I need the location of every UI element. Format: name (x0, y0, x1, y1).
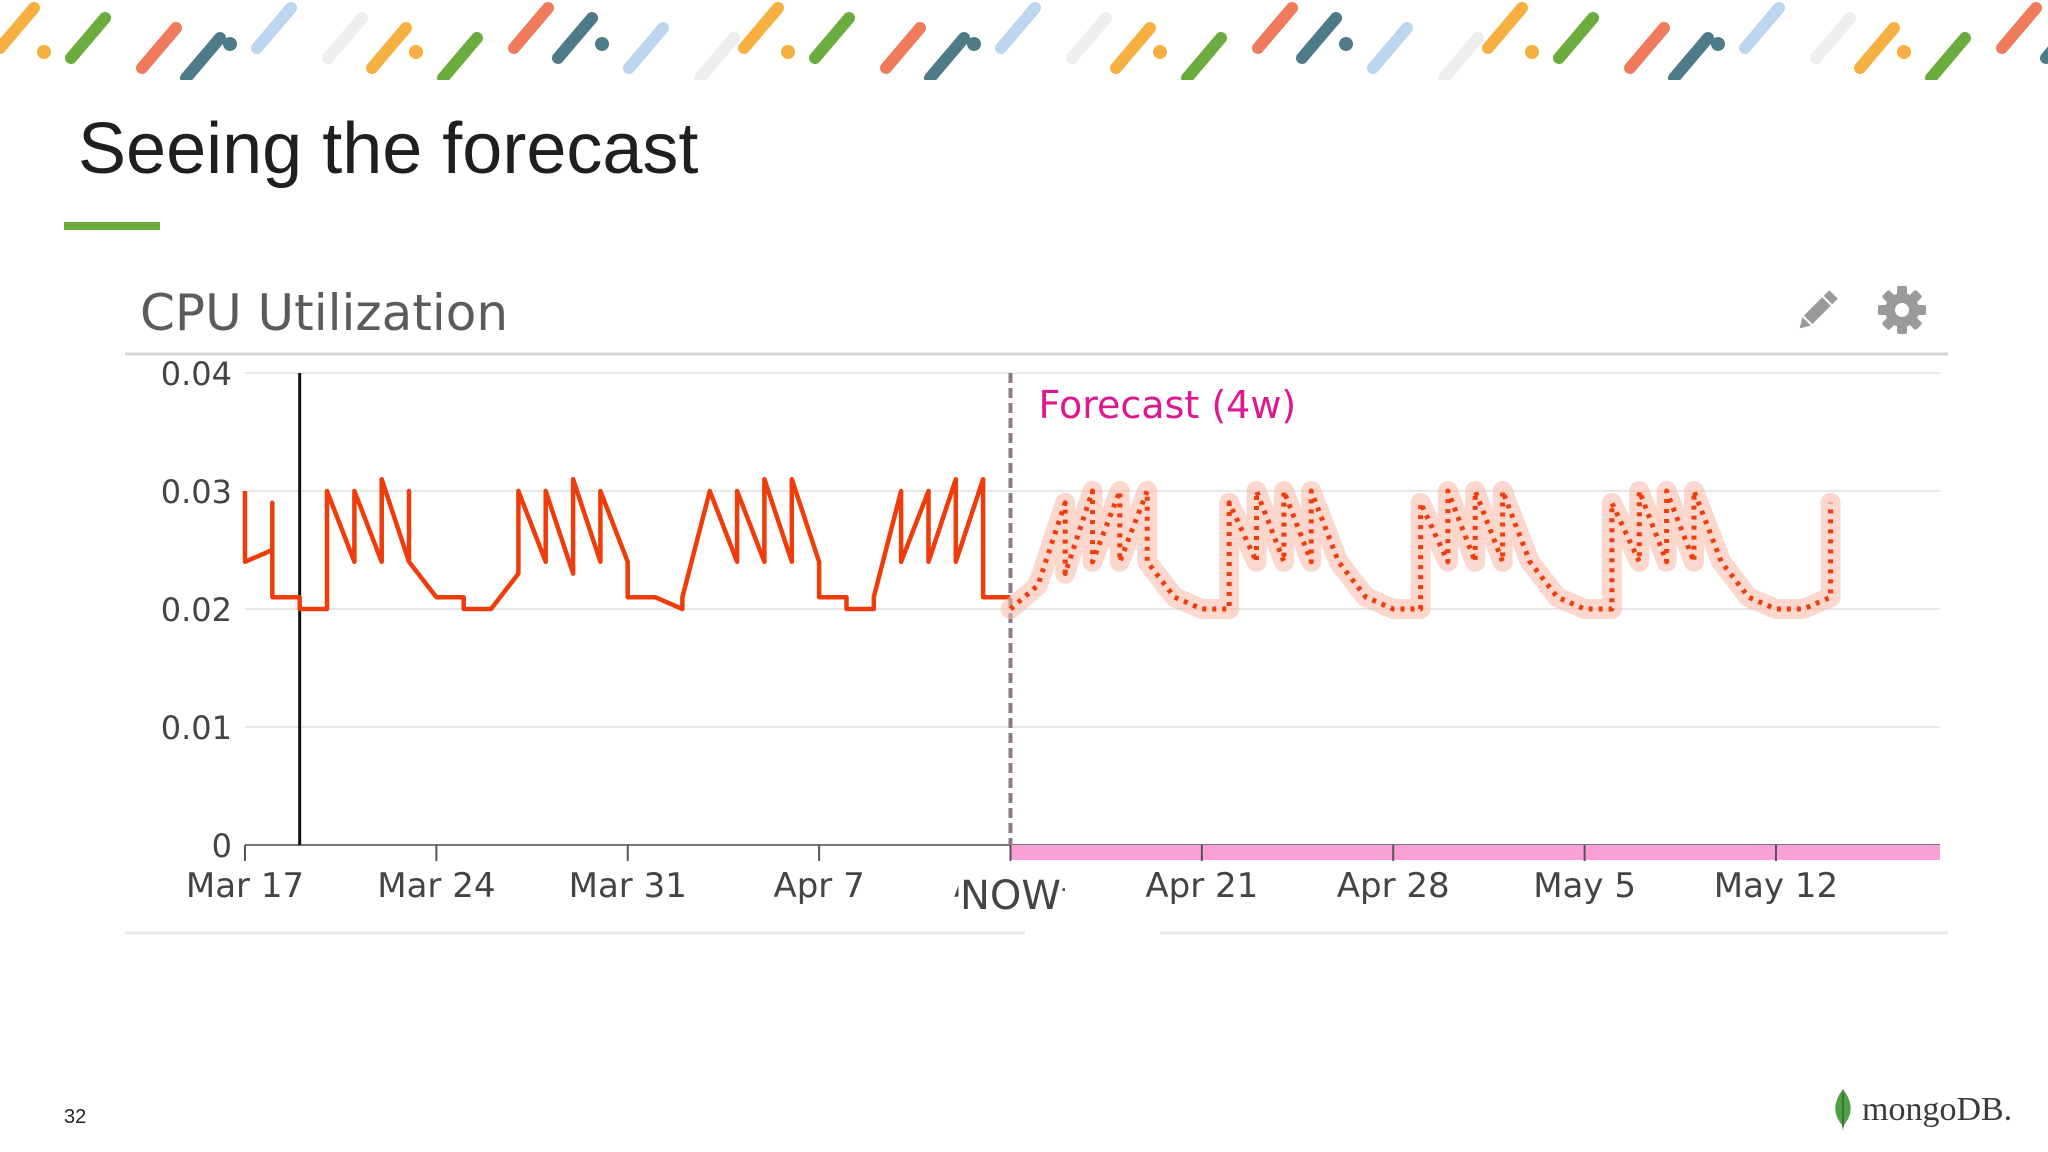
x-tick-label: Apr 28 (1337, 866, 1450, 906)
stripe-dash (924, 32, 970, 80)
stripe-dash (623, 22, 669, 74)
stripe-dot (1711, 37, 1725, 51)
stripe-dot (1525, 45, 1539, 59)
stripe-dash (1252, 2, 1298, 54)
stripe-dash (1296, 12, 1342, 64)
stripe-dash (1854, 22, 1900, 74)
stripe-dash (738, 2, 784, 54)
stripe-dash (366, 22, 412, 74)
forecast-period-bar (1010, 845, 1940, 860)
stripe-dash (694, 32, 740, 80)
stripe-dash (1110, 22, 1156, 74)
stripe-dash (1482, 2, 1528, 54)
stripe-dash (65, 12, 111, 64)
forecast-label: Forecast (4w) (1038, 383, 1296, 427)
y-tick-label: 0.03 (161, 473, 232, 511)
stripe-dash (552, 12, 598, 64)
stripe-dot (781, 45, 795, 59)
stripe-dash (995, 2, 1041, 54)
stripe-dot (1339, 37, 1353, 51)
stripe-dash (1810, 12, 1856, 64)
stripe-dot (409, 45, 423, 59)
stripe-dash (437, 32, 483, 80)
stripe-dash (1553, 12, 1599, 64)
stripe-dot (1153, 45, 1167, 59)
x-tick-label: Mar 24 (377, 866, 495, 906)
forecast-series-line (1008, 488, 1834, 612)
stripe-dash (880, 22, 926, 74)
stripe-dash (136, 22, 182, 74)
stripe-dash (1181, 32, 1227, 80)
stripe-dash (0, 2, 40, 54)
stripe-dash (1367, 22, 1413, 74)
stripe-dash (1739, 2, 1785, 54)
stripe-dash (180, 32, 226, 80)
stripe-dash (251, 2, 297, 54)
stripe-dash (322, 12, 368, 64)
y-tick-label: 0.02 (161, 591, 232, 629)
leaf-icon (1835, 1089, 1851, 1131)
y-tick-label: 0 (212, 827, 232, 865)
stripe-dash (1438, 32, 1484, 80)
pencil-icon[interactable] (1792, 284, 1844, 336)
actual-series-line (242, 476, 1011, 612)
now-label: NOW (960, 873, 1061, 919)
stripe-dot (223, 37, 237, 51)
stripe-dot (967, 37, 981, 51)
stripe-dot (1897, 45, 1911, 59)
chart-title: CPU Utilization (140, 284, 509, 342)
mongodb-logo: mongoDB. (1832, 1088, 2012, 1132)
decorative-stripe-banner (0, 2, 2048, 80)
page-number: 32 (64, 1106, 87, 1128)
x-tick-label: May 12 (1714, 866, 1838, 906)
stripe-dot (37, 45, 51, 59)
title-underline (64, 222, 160, 230)
y-tick-label: 0.04 (161, 355, 232, 393)
stripe-dash (1925, 32, 1971, 80)
x-tick-label: Mar 17 (186, 866, 304, 906)
now-label-backdrop (958, 865, 1063, 921)
stripe-dash (1066, 12, 1112, 64)
logo-text: mongoDB. (1862, 1091, 2013, 1128)
slide-title: Seeing the forecast (78, 109, 699, 189)
stripe-dash (1996, 2, 2042, 54)
x-tick-label: Apr 21 (1145, 866, 1258, 906)
y-tick-label: 0.01 (161, 709, 232, 747)
stripe-dash (1624, 22, 1670, 74)
gear-icon[interactable] (1876, 284, 1928, 336)
stripe-dash (809, 12, 855, 64)
x-tick-label: May 5 (1533, 866, 1636, 906)
stripe-dash (508, 2, 554, 54)
x-tick-label: Apr 7 (773, 866, 864, 906)
x-tick-label: Mar 31 (569, 866, 687, 906)
stripe-dot (595, 37, 609, 51)
stripe-dash (1668, 32, 1714, 80)
